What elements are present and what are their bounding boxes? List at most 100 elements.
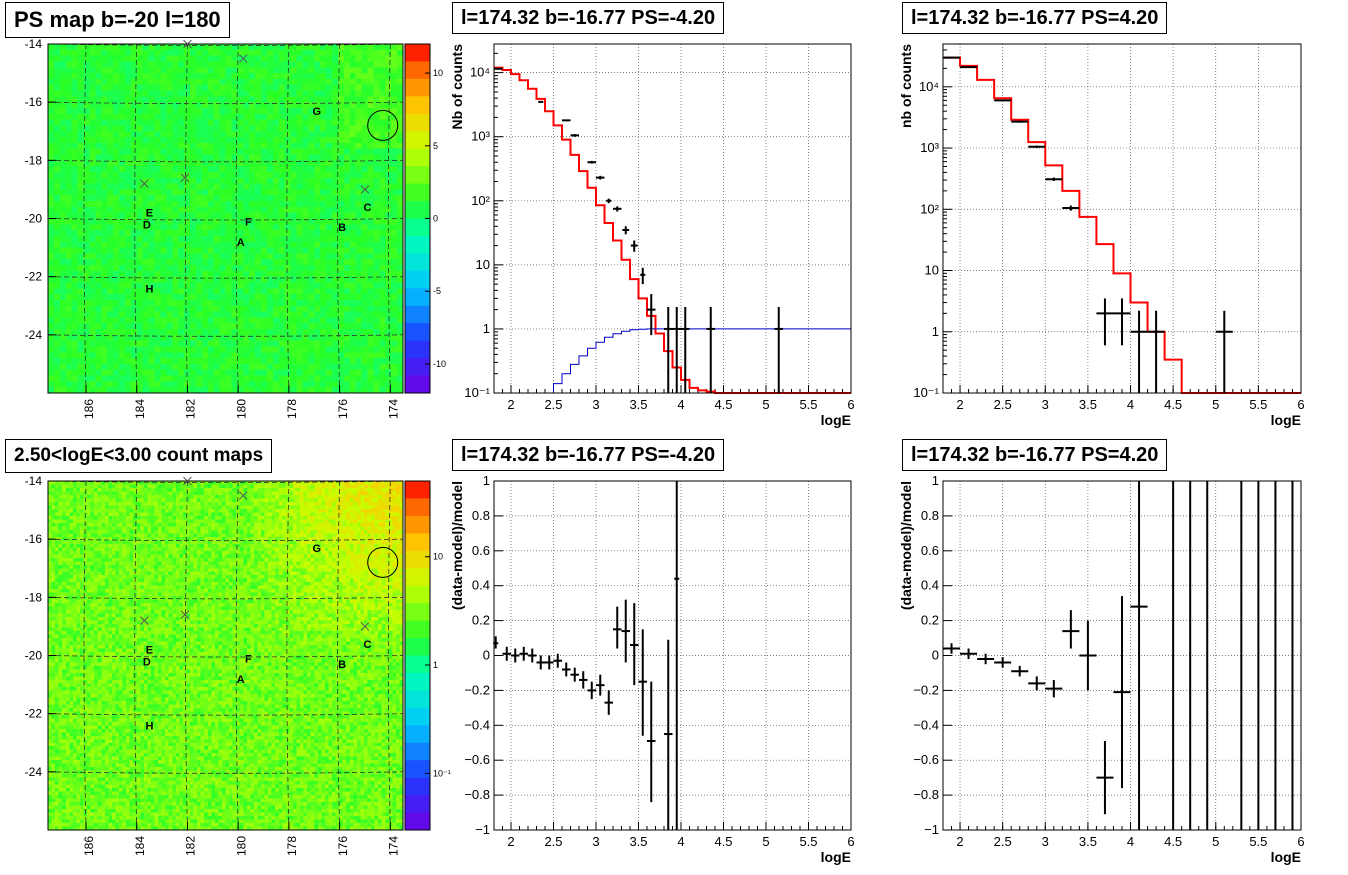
ps_map-colorbar-cell [405,218,430,237]
count_map-colorbar-cell [405,515,430,534]
ps_map-source-cross [238,54,248,63]
count_map-marker-G: G [313,543,322,555]
count_map-x-tick-label: 180 [234,836,248,856]
spectrum_neg-y-tick-label: 1 [483,321,490,336]
count_map-source-cross [360,622,370,631]
residual_pos-y-tick-label: −1 [924,822,939,837]
spectrum_neg-y-tick-label: 10³ [471,129,490,144]
ps_map-y-tick-label: -20 [25,212,43,226]
count_map-colorbar-label: 1 [433,660,438,670]
spectrum_pos-x-tick-label: 5.5 [1249,397,1267,412]
count_map-colorbar-label: 10⁻¹ [433,768,451,778]
count_map-colorbar-cell [405,498,430,517]
residual_neg-x-tick-label: 2.5 [544,834,562,849]
spectrum_pos-y-tick-label: 1 [932,324,939,339]
ps-map-title: PS map b=-20 l=180 [5,2,230,38]
residual_neg-y-axis-label: (data-model)/model [449,481,465,610]
ps_map-colorbar-cell [405,131,430,150]
spectrum_neg-x-tick-label: 4.5 [714,397,732,412]
count_map-colorbar-cell [405,655,430,674]
count_map-grid-parallel [47,596,404,600]
count_map-colorbar-cell [405,690,430,709]
ps_map-grid-parallel [47,43,404,46]
spectrum_pos-x-tick-label: 6 [1297,397,1304,412]
ps_map-colorbar-label: 10 [433,68,443,78]
residual_pos-x-tick-label: 3 [1042,834,1049,849]
ps_map-colorbar-label: -5 [433,286,441,296]
count_map-marker-A: A [237,674,245,686]
count_map-colorbar-cell [405,707,430,726]
count-map-title: 2.50<logE<3.00 count maps [5,439,273,473]
residual_neg-x-tick-label: 3 [592,834,599,849]
residual_pos-x-tick-label: 6 [1297,834,1304,849]
ps_map-colorbar-cell [405,288,430,307]
ps_map-grid-parallel [47,334,404,337]
count_map-source-cross [140,616,149,625]
ps_map-marker-D: D [143,219,151,231]
spectrum_neg-frame [493,43,852,394]
spectrum_pos-x-tick-label: 3 [1042,397,1049,412]
count_map-y-tick-label: -18 [25,590,43,604]
spectrum-neg-title: l=174.32 b=-16.77 PS=-4.20 [452,2,725,34]
ps_map-colorbar-cell [405,166,430,185]
count_map-grid-parallel [47,713,404,716]
residual_pos-y-tick-label: 0 [932,648,939,663]
ps_map-marker-G: G [313,106,322,118]
count_map-grid-parallel [47,771,404,774]
residual_pos-y-tick-label: 1 [932,473,939,488]
ps_map-colorbar-cell [405,340,430,359]
count_map-colorbar-cell [405,568,430,587]
count_map-colorbar-cell [405,533,430,552]
count_map-marker-F: F [245,653,252,665]
spectrum_pos-y-tick-label: 10² [920,201,939,216]
spectrum_neg-x-tick-label: 2 [507,397,514,412]
spectrum_neg-x-tick-label: 4 [677,397,684,412]
ps_map-colorbar-cell [405,78,430,97]
ps_map-grid-parallel [47,276,404,279]
residual_pos-y-tick-label: −0.8 [913,787,939,802]
count_map-y-tick-label: -20 [25,649,43,663]
count_map-y-tick-label: -14 [25,474,43,488]
spectrum_neg-x-tick-label: 5 [762,397,769,412]
ps_map-colorbar-cell [405,113,430,132]
ps_map-source-cross [140,179,149,188]
ps_map-colorbar-label: -10 [433,359,446,369]
spectrum_neg-x-tick-label: 3.5 [629,397,647,412]
residual_pos-y-tick-label: 0.6 [921,543,939,558]
residual_pos-x-tick-label: 4.5 [1164,834,1182,849]
spectrum_pos-x-axis-label: logE [1271,412,1301,428]
ps_map-x-tick-label: 184 [133,399,147,419]
residual_pos-x-tick-label: 3.5 [1079,834,1097,849]
ps_map-colorbar-cell [405,183,430,202]
spectrum_neg-y-tick-label: 10² [471,193,490,208]
residual_pos-x-tick-label: 5 [1212,834,1219,849]
count_map-colorbar-cell [405,725,430,744]
ps_map-y-tick-label: -18 [25,153,43,167]
residual_pos-x-tick-label: 2.5 [994,834,1012,849]
ps_map-x-tick-label: 174 [386,399,400,419]
residual_pos-x-tick-label: 4 [1127,834,1134,849]
count_map-source-cross [183,476,192,486]
spectrum_pos-x-tick-label: 4 [1127,397,1134,412]
count_map-colorbar-cell [405,550,430,569]
spectrum_pos-x-tick-label: 2.5 [994,397,1012,412]
residual_neg-x-tick-label: 4.5 [714,834,732,849]
count_map-grid-parallel [47,655,404,658]
residual-neg-title: l=174.32 b=-16.77 PS=-4.20 [452,439,725,471]
count_map-source-cross [180,610,190,620]
residual_pos-x-tick-label: 5.5 [1249,834,1267,849]
spectrum_neg-x-tick-label: 2.5 [544,397,562,412]
ps_map-source-cross [180,173,190,183]
ps_map-x-tick-label: 186 [82,399,96,419]
residual_neg-frame [493,480,852,831]
count_map-marker-E: E [146,645,153,657]
count_map-x-tick-label: 174 [386,836,400,856]
residual_neg-y-tick-label: −1 [475,822,490,837]
count_map-colorbar-cell [405,760,430,779]
ps_map-colorbar-cell [405,44,430,62]
ps_map-colorbar-cell [405,358,430,377]
residual_neg-y-tick-label: 1 [483,473,490,488]
count_map-x-tick-label: 182 [184,836,198,856]
ps_map-marker-A: A [237,237,245,249]
